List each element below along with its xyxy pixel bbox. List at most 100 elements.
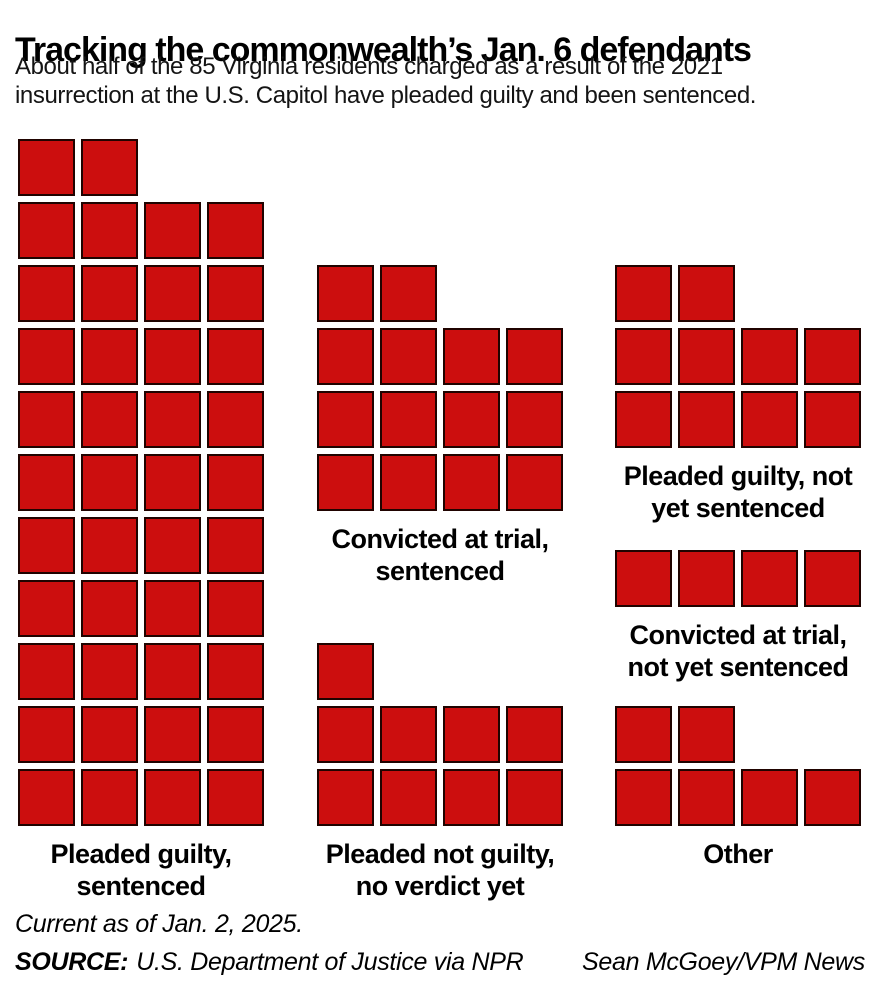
waffle-square — [207, 580, 264, 637]
waffle-square — [144, 769, 201, 826]
waffle-row — [18, 265, 264, 322]
waffle-grid — [615, 550, 861, 607]
waffle-square — [380, 328, 437, 385]
waffle-square — [678, 265, 735, 322]
waffle-square — [207, 454, 264, 511]
waffle-group-pleaded-not-guilty-no-verdict: Pleaded not guilty, no verdict yet — [317, 643, 563, 902]
waffle-row — [317, 391, 563, 448]
waffle-square — [317, 769, 374, 826]
group-label-line: no verdict yet — [355, 871, 525, 901]
waffle-grid — [615, 706, 861, 826]
waffle-row — [615, 265, 861, 322]
waffle-square — [804, 769, 861, 826]
waffle-row — [317, 643, 563, 700]
waffle-square — [18, 643, 75, 700]
waffle-row — [18, 328, 264, 385]
waffle-row — [317, 769, 563, 826]
waffle-square — [317, 454, 374, 511]
waffle-square — [615, 550, 672, 607]
waffle-row — [18, 580, 264, 637]
group-label-line: sentenced — [375, 556, 505, 586]
byline-credit: Sean McGoey/VPM News — [582, 948, 865, 976]
waffle-square — [18, 580, 75, 637]
waffle-square — [18, 202, 75, 259]
waffle-square — [804, 550, 861, 607]
waffle-square — [317, 706, 374, 763]
waffle-square — [615, 769, 672, 826]
waffle-square — [317, 391, 374, 448]
waffle-square — [506, 391, 563, 448]
waffle-square — [18, 139, 75, 196]
source-line: SOURCE: U.S. Department of Justice via NP… — [15, 948, 524, 977]
waffle-square — [144, 706, 201, 763]
waffle-row — [615, 550, 861, 607]
waffle-square — [18, 328, 75, 385]
waffle-square — [144, 265, 201, 322]
source-text: U.S. Department of Justice via NPR — [136, 948, 524, 976]
waffle-row — [615, 706, 861, 763]
waffle-row — [18, 202, 264, 259]
group-label-line: sentenced — [76, 871, 206, 901]
waffle-row — [615, 769, 861, 826]
group-label: Pleaded guilty, sentenced — [18, 838, 264, 902]
waffle-square — [18, 265, 75, 322]
waffle-square — [804, 328, 861, 385]
waffle-group-pleaded-guilty-sentenced: Pleaded guilty, sentenced — [18, 139, 264, 902]
waffle-square — [207, 769, 264, 826]
waffle-square — [18, 454, 75, 511]
group-label-line: Pleaded guilty, — [50, 839, 232, 869]
waffle-grid — [317, 643, 563, 826]
waffle-square — [207, 643, 264, 700]
waffle-square — [144, 391, 201, 448]
group-label-line: not yet sentenced — [627, 652, 849, 682]
waffle-row — [18, 643, 264, 700]
waffle-square — [81, 265, 138, 322]
group-label: Pleaded guilty, not yet sentenced — [615, 460, 861, 524]
group-label-line: Convicted at trial, — [629, 620, 847, 650]
waffle-square — [380, 391, 437, 448]
waffle-square — [380, 265, 437, 322]
current-as-of-note: Current as of Jan. 2, 2025. — [15, 910, 303, 938]
waffle-square — [81, 202, 138, 259]
waffle-square — [317, 265, 374, 322]
waffle-square — [741, 550, 798, 607]
waffle-grid — [317, 265, 563, 511]
waffle-square — [144, 517, 201, 574]
waffle-square — [207, 706, 264, 763]
waffle-square — [18, 517, 75, 574]
waffle-square — [380, 706, 437, 763]
group-label-line: Other — [703, 839, 773, 869]
waffle-row — [317, 706, 563, 763]
waffle-square — [678, 328, 735, 385]
waffle-row — [18, 706, 264, 763]
waffle-square — [207, 391, 264, 448]
waffle-square — [144, 454, 201, 511]
waffle-square — [207, 328, 264, 385]
waffle-square — [81, 454, 138, 511]
group-label: Convicted at trial, sentenced — [317, 523, 563, 587]
group-label-line: yet sentenced — [651, 493, 825, 523]
waffle-group-other: Other — [615, 706, 861, 870]
waffle-group-pleaded-guilty-not-yet-sentenced: Pleaded guilty, not yet sentenced — [615, 265, 861, 524]
waffle-square — [144, 328, 201, 385]
subtitle-line: About half of the 85 Virginia residents … — [15, 53, 723, 80]
waffle-square — [144, 202, 201, 259]
waffle-square — [443, 454, 500, 511]
waffle-square — [81, 643, 138, 700]
waffle-square — [506, 328, 563, 385]
waffle-square — [506, 769, 563, 826]
waffle-square — [144, 643, 201, 700]
waffle-square — [81, 706, 138, 763]
waffle-group-convicted-at-trial-sentenced: Convicted at trial, sentenced — [317, 265, 563, 587]
waffle-square — [506, 454, 563, 511]
waffle-square — [380, 454, 437, 511]
waffle-square — [741, 391, 798, 448]
waffle-square — [207, 265, 264, 322]
page-title: Tracking the commonwealth’s Jan. 6 defen… — [15, 30, 752, 69]
group-label-line: Convicted at trial, — [331, 524, 549, 554]
waffle-square — [615, 328, 672, 385]
waffle-square — [317, 643, 374, 700]
group-label-line: Pleaded guilty, not — [623, 461, 853, 491]
waffle-row — [18, 769, 264, 826]
waffle-square — [615, 265, 672, 322]
